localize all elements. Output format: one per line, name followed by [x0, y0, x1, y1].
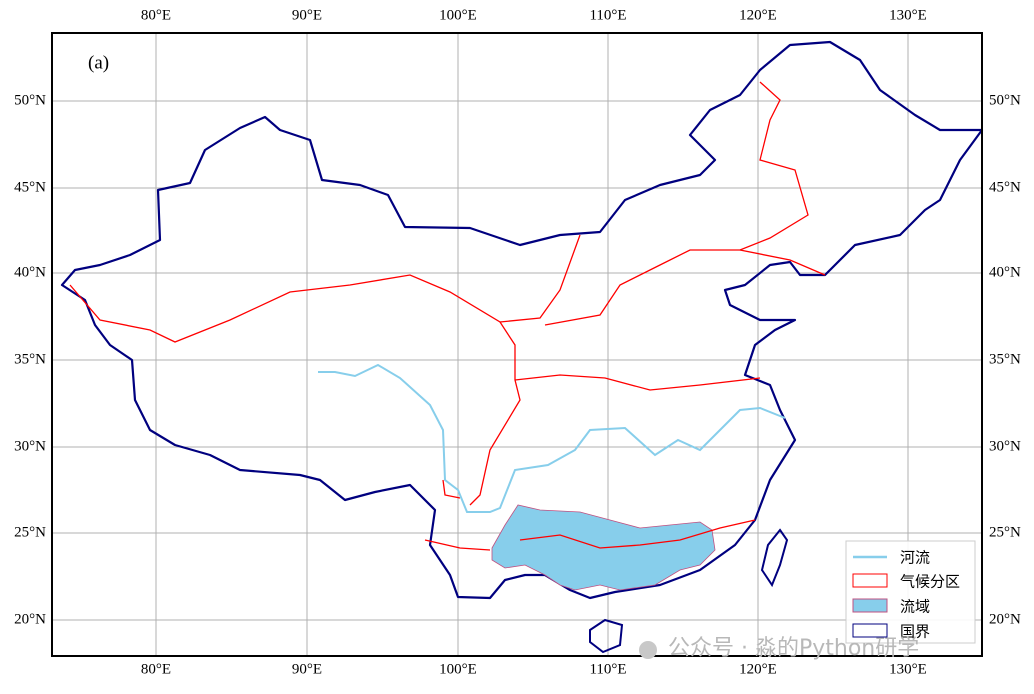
lon-label-bottom: 110°E — [589, 661, 626, 677]
lon-label-top: 110°E — [589, 7, 626, 23]
country-border — [60, 40, 984, 600]
panel-label: (a) — [88, 52, 109, 73]
climate-zones — [69, 81, 826, 551]
lat-label-left: 25°N — [14, 524, 46, 540]
lon-label-bottom: 80°E — [141, 661, 171, 677]
taiwan-border — [760, 528, 789, 588]
lon-label-top: 80°E — [141, 7, 171, 23]
lat-label-left: 45°N — [14, 179, 46, 195]
legend-symbol — [852, 598, 888, 613]
watermark: 公众号 · 淼的Python研学 — [668, 636, 919, 661]
legend: 河流 气候分区 流域 国界 — [845, 540, 976, 644]
lat-label-left: 20°N — [14, 611, 46, 627]
graticule — [52, 33, 982, 656]
river — [318, 363, 786, 513]
lat-label-left: 40°N — [14, 264, 46, 280]
lon-label-bottom: 120°E — [739, 661, 777, 677]
legend-label: 国界 — [900, 623, 930, 641]
lat-label-right: 20°N — [989, 611, 1021, 627]
lon-label-bottom: 90°E — [292, 661, 322, 677]
legend-symbol — [852, 573, 888, 588]
lat-label-right: 35°N — [989, 351, 1021, 367]
lat-label-left: 30°N — [14, 438, 46, 454]
legend-symbol — [852, 623, 888, 638]
lon-label-top: 120°E — [739, 7, 777, 23]
lat-label-right: 30°N — [989, 438, 1021, 454]
watermark-icon — [639, 641, 657, 659]
lon-label-bottom: 100°E — [439, 661, 477, 677]
hainan-border — [589, 618, 624, 654]
lon-label-top: 90°E — [292, 7, 322, 23]
lat-label-left: 50°N — [14, 92, 46, 108]
map-frame — [51, 32, 983, 657]
lat-label-right: 45°N — [989, 179, 1021, 195]
lat-label-right: 25°N — [989, 524, 1021, 540]
lon-label-top: 100°E — [439, 7, 477, 23]
lon-label-bottom: 130°E — [889, 661, 927, 677]
lat-label-right: 50°N — [989, 92, 1021, 108]
lon-label-top: 130°E — [889, 7, 927, 23]
legend-label: 河流 — [900, 549, 930, 567]
legend-label: 流域 — [900, 598, 930, 616]
lat-label-right: 40°N — [989, 264, 1021, 280]
legend-label: 气候分区 — [900, 573, 960, 591]
lat-label-left: 35°N — [14, 351, 46, 367]
